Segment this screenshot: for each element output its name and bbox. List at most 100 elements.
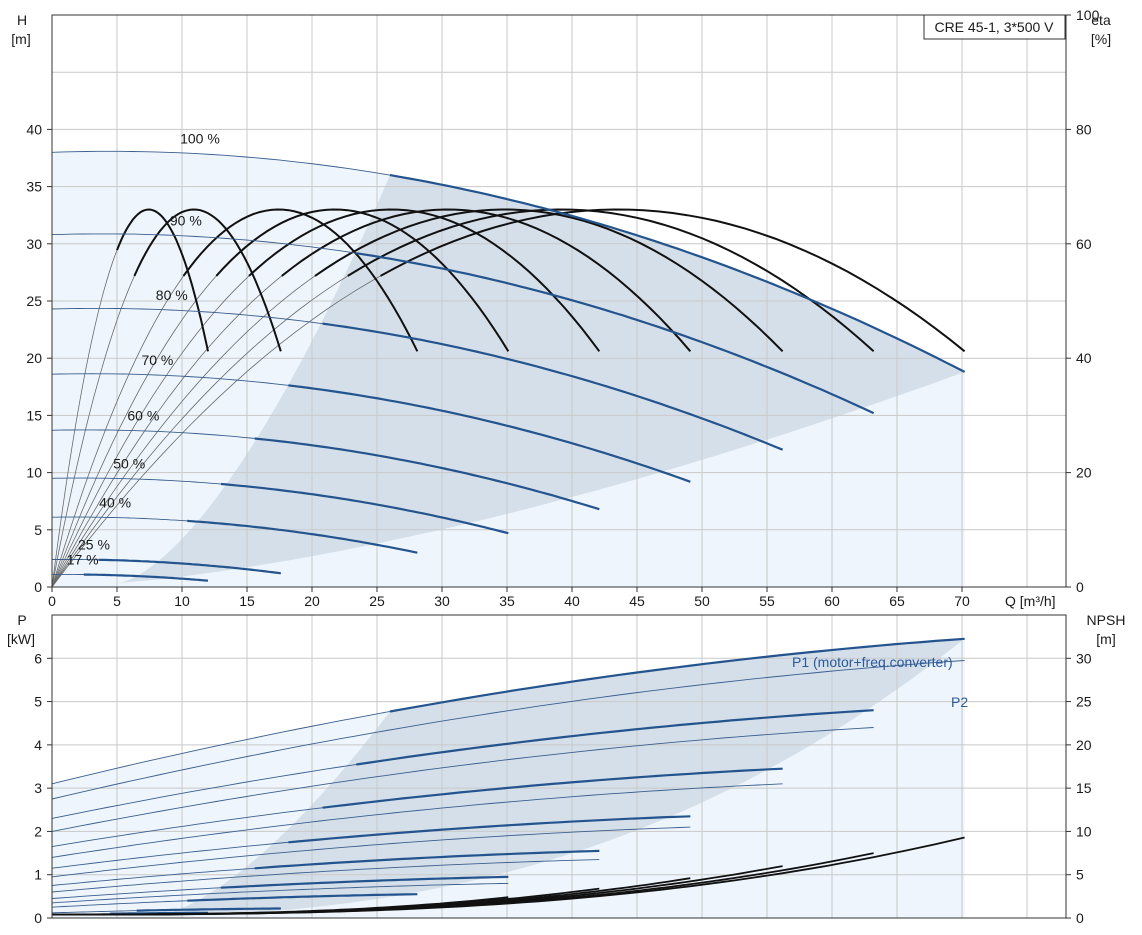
power-plot-frame [51,614,1067,919]
head-tick-label: 0 [34,579,42,595]
efficiency-curve-thick [347,208,875,353]
bottom-right-axis-title: NPSH [1087,612,1126,628]
top-left-axis-unit: [m] [11,31,30,47]
eta-tick-label: 20 [1076,465,1092,481]
npsh-tick-label: 5 [1076,867,1084,883]
top-right-axis-unit: [%] [1091,31,1111,47]
p2-curve-50 [51,882,509,904]
bottom-left-axis-title: P [17,612,26,628]
speed-label-40: 40 % [99,494,131,510]
x-tick-label: 25 [369,593,385,609]
speed-label-70: 70 % [141,352,173,368]
npsh-tick-label: 10 [1076,823,1092,839]
npsh-curve [52,896,509,916]
head-curve-thick-17 [83,573,209,582]
chart-title: CRE 45-1, 3*500 V [934,19,1054,35]
x-tick-label: 20 [304,593,320,609]
x-tick-label: 0 [48,593,56,609]
power-tick-label: 1 [34,867,42,883]
p2-series-label: P2 [951,694,968,710]
p2-curve-90 [51,727,874,832]
npsh-tick-label: 30 [1076,650,1092,666]
x-tick-label: 60 [824,593,840,609]
p2-curve-70 [51,826,691,878]
npsh-tick-label: 20 [1076,737,1092,753]
head-curve-thick-100 [389,174,966,373]
head-tick-label: 40 [26,121,42,137]
head-curve-thick-60 [254,437,600,511]
head-tick-label: 5 [34,522,42,538]
p1-curve-thick-100 [389,637,965,713]
head-curve-thick-90 [356,252,875,415]
speed-label-100: 100 % [180,130,220,146]
x-tick-label: 40 [564,593,580,609]
npsh-tick-label: 0 [1076,910,1084,926]
speed-label-50: 50 % [113,456,145,472]
head-curve-thick-25 [98,558,281,575]
efficiency-curve-thick [133,208,282,352]
power-tick-label: 2 [34,823,42,839]
eta-tick-label: 40 [1076,350,1092,366]
efficiency-curve-thick [281,208,692,352]
p1-curve-thick-50 [220,875,509,889]
p2-curve-80 [51,783,783,858]
x-tick-label: 65 [889,593,905,609]
x-tick-label: 30 [434,593,450,609]
head-tick-label: 10 [26,465,42,481]
x-tick-label: 55 [759,593,775,609]
x-tick-label: 10 [174,593,190,609]
efficiency-curve-thick [182,208,419,352]
speed-label-90: 90 % [170,213,202,229]
head-tick-label: 20 [26,350,42,366]
efficiency-curve-thick [215,208,510,352]
head-tick-label: 25 [26,293,42,309]
speed-label-17: 17 % [67,551,99,567]
npsh-tick-label: 15 [1076,780,1092,796]
speed-label-80: 80 % [156,287,188,303]
x-tick-label: 5 [113,593,121,609]
npsh-tick-label: 25 [1076,694,1092,710]
power-tick-label: 5 [34,694,42,710]
power-tick-label: 3 [34,780,42,796]
x-tick-label: 50 [694,593,710,609]
p1-series-label: P1 (motor+freq.converter) [792,654,953,670]
efficiency-curve-thick [314,208,784,353]
x-tick-label: 35 [499,593,515,609]
x-axis-title: Q [m³/h] [1005,593,1056,609]
power-tick-label: 0 [34,910,42,926]
bottom-left-axis-unit: [kW] [7,631,35,647]
p2-curve-100 [51,660,965,800]
power-tick-label: 4 [34,737,42,753]
top-left-axis-title: H [17,12,27,28]
p1-curve-thick-80 [322,767,783,809]
head-curve-thick-40 [187,519,418,554]
p1-curve-thick-17 [109,911,208,915]
head-tick-label: 30 [26,236,42,252]
head-tick-label: 15 [26,407,42,423]
x-tick-label: 70 [954,593,970,609]
speed-label-25: 25 % [78,537,110,553]
efficiency-curve-thick [116,208,209,352]
x-tick-label: 45 [629,593,645,609]
eta-tick-label: 80 [1076,121,1092,137]
eta-tick-label: 60 [1076,236,1092,252]
bottom-right-axis-unit: [m] [1096,631,1115,647]
p1-curve-thick-40 [187,893,418,902]
title-box [923,14,1066,40]
p1-curve-thick-90 [356,709,874,766]
p1-curve-thick-60 [254,849,600,870]
x-tick-label: 15 [239,593,255,609]
efficiency-curve-thick [248,208,601,352]
head-curve-thick-70 [288,384,691,483]
eta-tick-label: 0 [1076,579,1084,595]
speed-label-60: 60 % [127,408,159,424]
p1-curve-thick-70 [288,815,691,844]
efficiency-curve-thick [380,208,966,353]
eta-tick-label: 100 [1076,7,1100,23]
p2-curve-60 [51,859,600,893]
power-tick-label: 6 [34,650,42,666]
head-curve-thick-80 [322,322,784,451]
head-tick-label: 35 [26,179,42,195]
p1-curve-thick-25 [136,907,281,912]
